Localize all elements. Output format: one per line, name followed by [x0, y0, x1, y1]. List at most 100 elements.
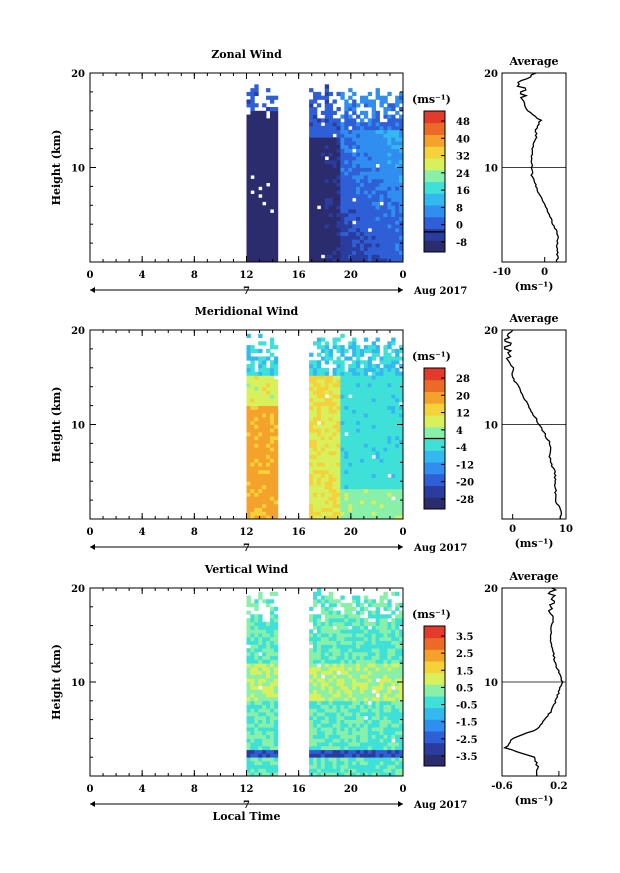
heatmap-cell: [383, 435, 388, 441]
heatmap-cell: [367, 148, 373, 153]
heatmap-cell: [250, 144, 255, 149]
heatmap-cell: [387, 254, 392, 259]
heatmap-cell: [383, 220, 388, 225]
heatmap-cell: [348, 606, 353, 611]
heatmap-cell: [399, 345, 404, 350]
heatmap-cell: [336, 655, 341, 660]
heatmap-cell: [262, 409, 267, 414]
heatmap-cell: [250, 648, 255, 653]
heatmap-cell: [273, 708, 279, 713]
heatmap-cell: [336, 629, 341, 634]
heatmap-cell: [250, 129, 255, 134]
heatmap-cell: [262, 239, 267, 244]
heatmap-cell: [324, 144, 330, 149]
heatmap-cell: [266, 133, 271, 138]
heatmap-cell: [324, 734, 330, 739]
heatmap-cell: [316, 409, 322, 414]
heatmap-cell: [250, 693, 255, 698]
heatmap-cell: [332, 148, 337, 153]
heatmap-cell: [324, 715, 330, 720]
heatmap-cell: [340, 511, 345, 516]
heatmap-cell: [359, 110, 365, 115]
heatmap-cell: [379, 689, 384, 694]
heatmap-cell: [387, 91, 392, 97]
heatmap-cell: [391, 405, 396, 410]
heatmap-cell: [359, 197, 365, 202]
heatmap-cell: [246, 118, 251, 123]
heatmap-cell: [246, 712, 251, 717]
heatmap-cell: [363, 682, 369, 687]
heatmap-cell: [391, 205, 396, 210]
heatmap-cell: [336, 394, 341, 399]
heatmap-cell: [266, 727, 271, 732]
heatmap-cell: [375, 175, 380, 180]
heatmap-cell: [391, 693, 396, 698]
heatmap-cell: [395, 764, 400, 769]
heatmap-cell: [359, 633, 365, 638]
heatmap-cell: [266, 678, 271, 683]
heatmap-cell: [266, 428, 271, 433]
heatmap-cell: [254, 386, 259, 391]
heatmap-cell: [359, 379, 365, 384]
heatmap-cell: [363, 152, 369, 157]
heatmap-cell: [383, 625, 388, 630]
heatmap-cell: [344, 420, 349, 425]
heatmap-cell: [262, 231, 267, 236]
heatmap-cell: [336, 133, 341, 138]
heatmap-cell: [273, 182, 279, 187]
heatmap-cell: [254, 496, 259, 501]
heatmap-cell: [328, 420, 333, 425]
heatmap-cell: [324, 648, 330, 653]
heatmap-cell: [328, 473, 333, 478]
heatmap-cell: [316, 473, 322, 478]
heatmap-cell: [309, 371, 314, 376]
heatmap-cell: [391, 254, 396, 259]
heatmap-cell: [399, 133, 404, 138]
heatmap-cell: [309, 640, 314, 645]
heatmap-cell: [395, 730, 400, 736]
heatmap-cell: [320, 201, 326, 206]
heatmap-cell: [246, 152, 251, 157]
heatmap-cell: [250, 450, 255, 456]
heatmap-cell: [258, 507, 263, 512]
heatmap-cell: [269, 648, 275, 653]
heatmap-cell: [336, 447, 341, 452]
heatmap-cell: [328, 439, 333, 444]
heatmap-cell: [309, 511, 314, 516]
heatmap-cell: [352, 674, 357, 679]
heatmap-cell: [254, 182, 259, 187]
heatmap-cell: [359, 424, 365, 429]
heatmap-cell: [356, 659, 361, 664]
heatmap-cell: [367, 443, 373, 448]
heatmap-cell: [328, 413, 333, 418]
heatmap-cell: [352, 700, 357, 705]
heatmap-cell: [371, 760, 377, 766]
heatmap-cell: [363, 749, 369, 754]
heatmap-cell: [363, 125, 369, 131]
heatmap-cell: [246, 352, 251, 357]
heatmap-cell: [246, 258, 251, 263]
heatmap-cell: [328, 610, 333, 615]
heatmap-cell: [246, 469, 251, 475]
heatmap-cell: [359, 618, 365, 623]
colorbar-segment: [424, 181, 445, 194]
heatmap-cell: [352, 107, 357, 112]
heatmap-cell: [262, 103, 267, 108]
heatmap-cell: [316, 749, 322, 754]
heatmap-cell: [379, 454, 384, 459]
heatmap-cell: [387, 159, 392, 165]
heatmap-cell: [340, 659, 345, 664]
heatmap-cell: [309, 648, 314, 653]
heatmap-cell: [269, 394, 275, 399]
heatmap-cell: [320, 209, 326, 214]
heatmap-cell: [399, 678, 404, 683]
heatmap-cell: [254, 719, 259, 724]
heatmap-cell: [273, 484, 279, 490]
heatmap-cell: [273, 648, 279, 653]
heatmap-cell: [309, 367, 314, 372]
heatmap-cell: [367, 201, 373, 206]
heatmap-cell: [371, 734, 377, 739]
heatmap-cell: [371, 432, 377, 437]
heatmap-cell: [391, 768, 396, 773]
average-x-tick-label: -10: [493, 267, 511, 278]
